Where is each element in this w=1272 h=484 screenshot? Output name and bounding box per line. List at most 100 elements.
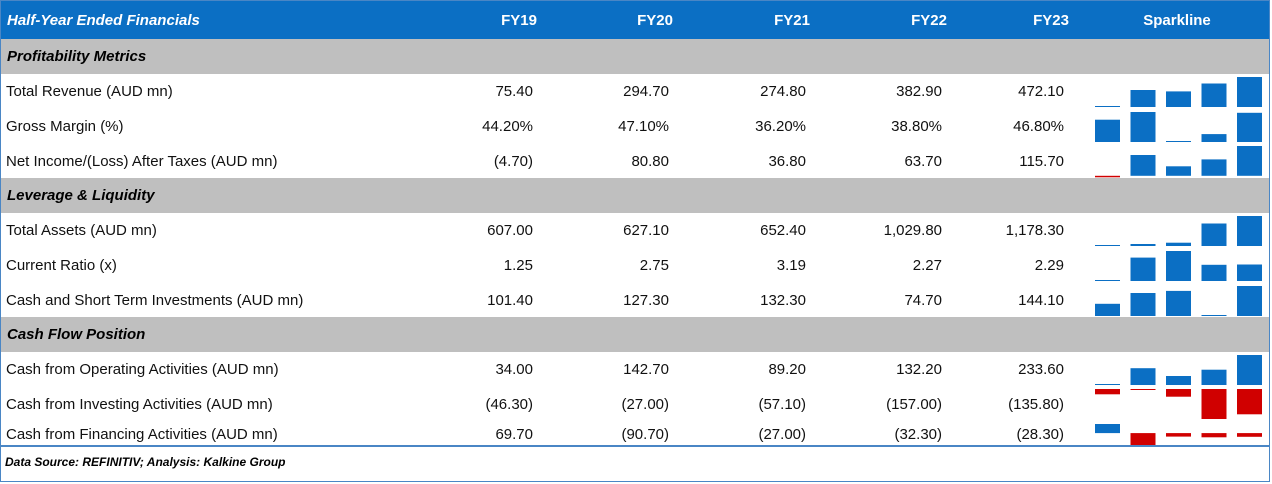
- value-cell-fy21: (57.10): [758, 396, 806, 413]
- data-source-note: Data Source: REFINITIV; Analysis: Kalkin…: [5, 455, 286, 469]
- sparkline: [1095, 112, 1262, 142]
- sparkline: [1095, 77, 1262, 107]
- value-cell-fy23: 233.60: [1018, 361, 1064, 378]
- value-cell-fy19: 607.00: [487, 222, 533, 239]
- value-cell-fy20: 80.80: [631, 153, 669, 170]
- sparkline-bar-fy22: [1201, 369, 1227, 385]
- value-cell-fy21: 3.19: [776, 257, 806, 274]
- sparkline-bar-fy19: [1095, 106, 1120, 107]
- sparkline-bar-fy22: [1201, 389, 1227, 419]
- sparkline: [1095, 389, 1262, 419]
- sparkline-bar-fy20: [1130, 389, 1156, 390]
- sparkline-bar-fy20: [1130, 293, 1156, 316]
- value-cell-fy20: 47.10%: [618, 118, 669, 135]
- value-cell-fy21: 274.80: [760, 83, 806, 100]
- table-row-total-assets-aud-mn: Total Assets (AUD mn) 607.00 627.10 652.40 1…: [1, 213, 1269, 248]
- sparkline: [1095, 146, 1262, 178]
- table-row-cash-from-investing-activities-aud-mn: Cash from Investing Activities (AUD mn) (…: [1, 387, 1269, 422]
- sparkline: [1095, 216, 1262, 246]
- sparkline-bar-fy22: [1201, 134, 1227, 142]
- sparkline: [1095, 424, 1262, 445]
- value-cell-fy23: 144.10: [1018, 292, 1064, 309]
- section-header-leverage-liquidity: Leverage & Liquidity: [1, 178, 1269, 213]
- footer-divider: [1, 445, 1269, 447]
- value-cell-fy22: 382.90: [896, 83, 942, 100]
- sparkline-bar-fy21: [1166, 433, 1191, 437]
- sparkline-bar-fy20: [1130, 112, 1156, 142]
- row-label: Total Assets (AUD mn): [6, 222, 157, 239]
- value-cell-fy19: (4.70): [493, 153, 533, 170]
- sparkline-bar-fy22: [1201, 433, 1227, 438]
- table-row-total-revenue-aud-mn: Total Revenue (AUD mn) 75.40 294.70 274.80 3…: [1, 74, 1269, 109]
- value-cell-fy20: 627.10: [623, 222, 669, 239]
- row-label: Cash and Short Term Investments (AUD mn): [6, 292, 304, 309]
- sparkline-bar-fy23: [1237, 216, 1262, 246]
- sparkline-bar-fy23: [1237, 77, 1262, 107]
- section-title: Cash Flow Position: [7, 326, 146, 343]
- sparkline-bar-fy21: [1166, 91, 1191, 107]
- sparkline-bar-fy23: [1237, 433, 1262, 437]
- sparkline-bar-fy19: [1095, 119, 1120, 142]
- value-cell-fy22: (157.00): [886, 396, 942, 413]
- row-label: Current Ratio (x): [6, 257, 117, 274]
- sparkline-bar-fy21: [1166, 290, 1191, 316]
- value-cell-fy20: (90.70): [621, 426, 669, 443]
- value-cell-fy21: (27.00): [758, 426, 806, 443]
- value-cell-fy21: 36.80: [768, 153, 806, 170]
- value-cell-fy19: 69.70: [495, 426, 533, 443]
- value-cell-fy20: 127.30: [623, 292, 669, 309]
- value-cell-fy20: 2.75: [639, 257, 669, 274]
- sparkline-bar-fy23: [1237, 389, 1262, 415]
- sparkline-bar-fy19: [1095, 245, 1120, 246]
- value-cell-fy22: (32.30): [894, 426, 942, 443]
- value-cell-fy19: (46.30): [485, 396, 533, 413]
- row-label: Total Revenue (AUD mn): [6, 83, 173, 100]
- sparkline-bar-fy20: [1130, 368, 1156, 385]
- header-year-fy23: FY23: [1033, 11, 1069, 29]
- sparkline-bar-fy23: [1237, 112, 1262, 142]
- table-row-gross-margin: Gross Margin (%) 44.20% 47.10% 36.20% 38.80%…: [1, 109, 1269, 144]
- value-cell-fy23: (28.30): [1016, 426, 1064, 443]
- row-label: Gross Margin (%): [6, 118, 124, 135]
- value-cell-fy22: 63.70: [904, 153, 942, 170]
- value-cell-fy21: 132.30: [760, 292, 806, 309]
- sparkline-bar-fy21: [1166, 166, 1191, 176]
- table-row-current-ratio-x: Current Ratio (x) 1.25 2.75 3.19 2.27 2.29: [1, 248, 1269, 283]
- sparkline-bar-fy22: [1201, 264, 1227, 281]
- header-year-fy21: FY21: [774, 11, 810, 29]
- sparkline-bar-fy20: [1130, 155, 1156, 176]
- sparkline-bar-fy21: [1166, 242, 1191, 246]
- table-row-cash-and-short-term-investments-aud-mn: Cash and Short Term Investments (AUD mn)…: [1, 283, 1269, 318]
- sparkline-bar-fy22: [1201, 159, 1227, 176]
- sparkline: [1095, 251, 1262, 281]
- value-cell-fy23: 115.70: [1019, 153, 1064, 170]
- value-cell-fy22: 2.27: [912, 257, 942, 274]
- value-cell-fy23: (135.80): [1008, 396, 1064, 413]
- table-title: Half-Year Ended Financials: [7, 11, 200, 29]
- section-header-profitability-metrics: Profitability Metrics: [1, 39, 1269, 74]
- sparkline-bar-fy19: [1095, 303, 1120, 316]
- value-cell-fy19: 75.40: [495, 83, 533, 100]
- value-cell-fy21: 36.20%: [755, 118, 806, 135]
- table-row-cash-from-operating-activities-aud-mn: Cash from Operating Activities (AUD mn) 3…: [1, 352, 1269, 387]
- sparkline-bar-fy21: [1166, 389, 1191, 397]
- row-label: Cash from Investing Activities (AUD mn): [6, 396, 273, 413]
- sparkline-bar-fy19: [1095, 384, 1120, 385]
- sparkline-bar-fy23: [1237, 355, 1262, 385]
- value-cell-fy21: 89.20: [768, 361, 806, 378]
- value-cell-fy22: 1,029.80: [883, 222, 942, 239]
- header-sparkline: Sparkline: [1143, 11, 1211, 29]
- sparkline-bar-fy23: [1237, 286, 1262, 316]
- value-cell-fy20: 294.70: [623, 83, 669, 100]
- header-year-fy22: FY22: [911, 11, 947, 29]
- value-cell-fy20: 142.70: [623, 361, 669, 378]
- sparkline-bar-fy20: [1130, 257, 1156, 281]
- sparkline-bar-fy23: [1237, 264, 1262, 281]
- value-cell-fy20: (27.00): [621, 396, 669, 413]
- value-cell-fy22: 74.70: [904, 292, 942, 309]
- value-cell-fy19: 1.25: [503, 257, 533, 274]
- table-row-net-income-loss-after-taxes-aud-mn: Net Income/(Loss) After Taxes (AUD mn) (4…: [1, 144, 1269, 179]
- row-label: Cash from Operating Activities (AUD mn): [6, 361, 279, 378]
- value-cell-fy23: 1,178.30: [1005, 222, 1064, 239]
- sparkline-bar-fy19: [1095, 280, 1120, 281]
